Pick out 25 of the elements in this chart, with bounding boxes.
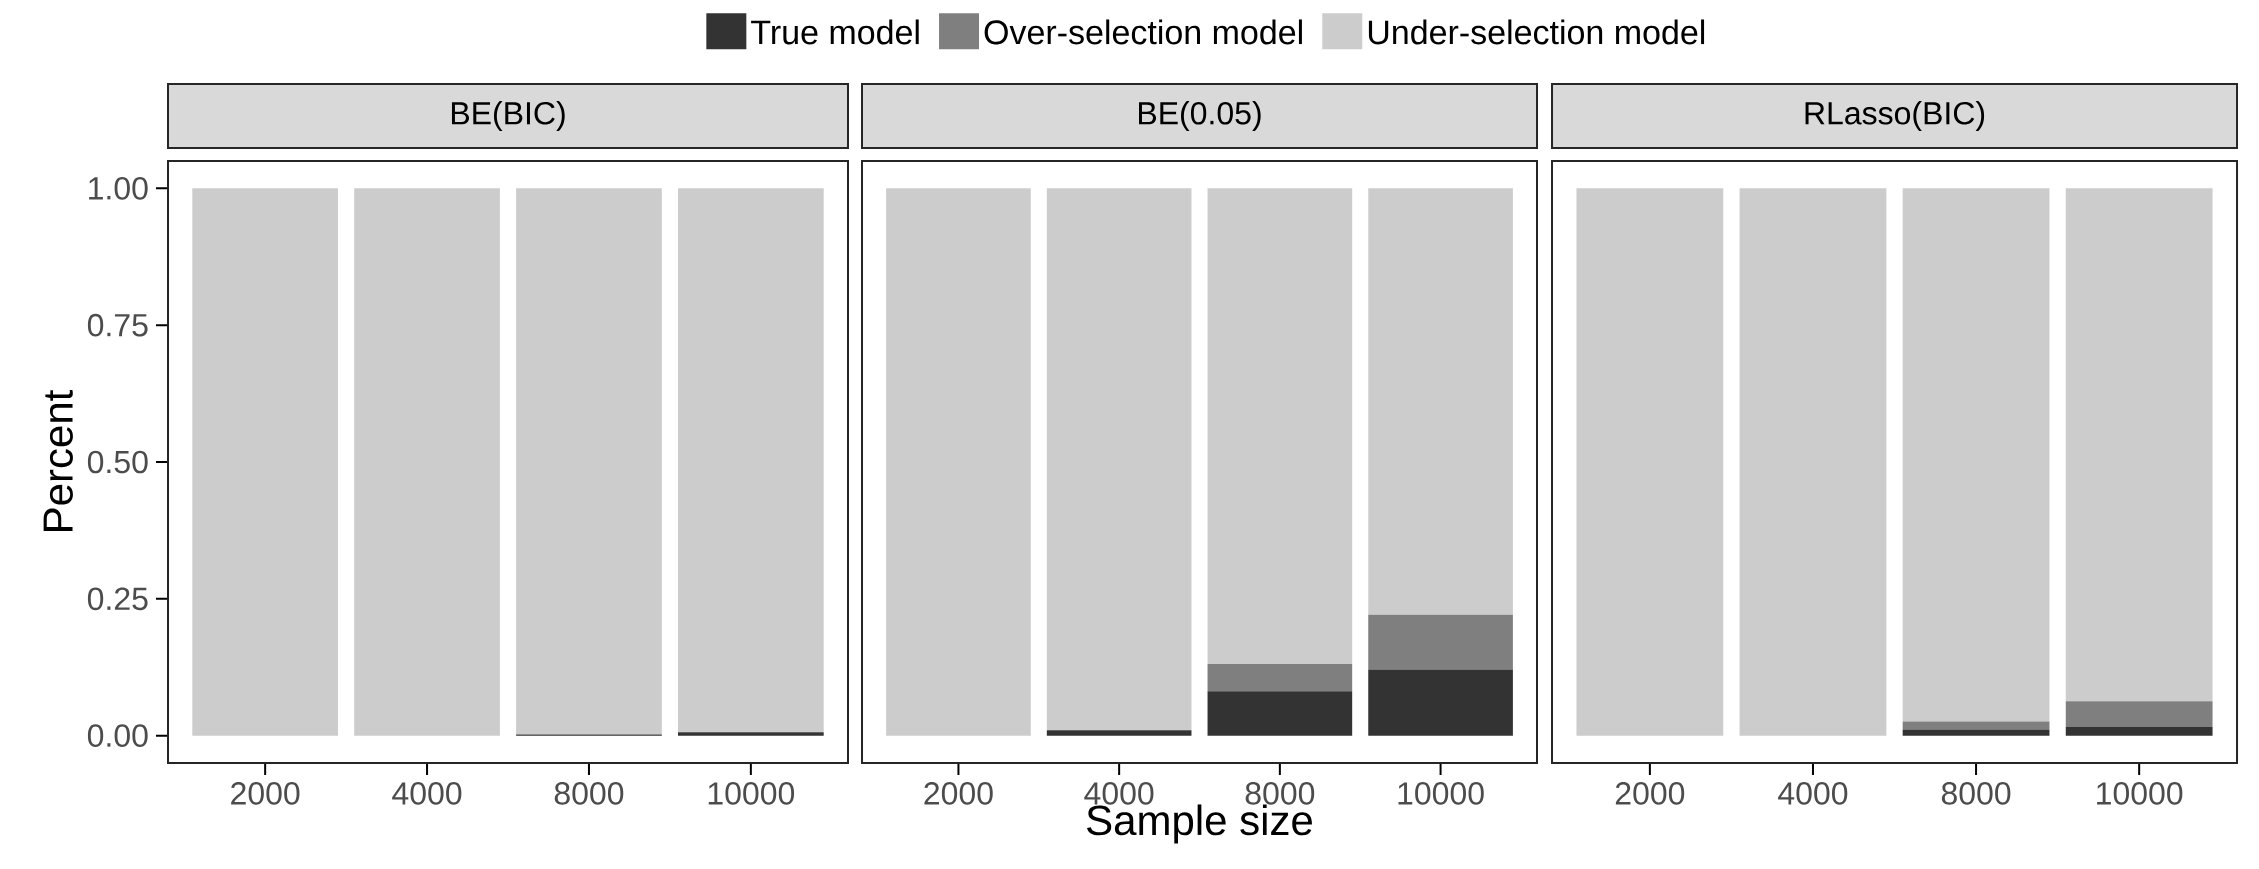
chart-title: BE(BIC) (451, 101, 565, 131)
x-tick-label: 8000 (1245, 782, 1315, 805)
legend-label: True model (751, 19, 919, 45)
y-tick-label: 1.00 (89, 177, 148, 200)
y-tick-label: 0.75 (87, 313, 148, 337)
x-tick-label: 8000 (1941, 782, 2011, 805)
legend-label: Over-selection model (984, 19, 1302, 45)
x-tick-label: 4000 (1778, 782, 1848, 805)
legend-label: Under-selection model (1368, 19, 1705, 45)
x-axis-title: Sample size (1087, 804, 1312, 844)
chart-title: RLasso(BIC) (1805, 101, 1985, 131)
y-axis-title: Percent (43, 389, 73, 531)
x-tick-label: 4000 (392, 782, 462, 805)
x-tick-label: 10000 (2097, 782, 2183, 805)
x-tick-label: 10000 (1398, 782, 1484, 805)
x-tick-label: 2000 (924, 782, 993, 805)
x-tick-label: 8000 (554, 782, 624, 805)
x-tick-label: 4000 (1084, 782, 1154, 805)
x-tick-label: 2000 (1615, 782, 1685, 805)
y-tick-label: 0.00 (87, 724, 148, 747)
chart-title: BE(0.05) (1139, 101, 1261, 131)
x-tick-label: 10000 (708, 782, 795, 805)
x-tick-label: 2000 (231, 782, 300, 805)
y-tick-label: 0.25 (87, 587, 148, 611)
y-tick-label: 0.50 (87, 450, 148, 474)
